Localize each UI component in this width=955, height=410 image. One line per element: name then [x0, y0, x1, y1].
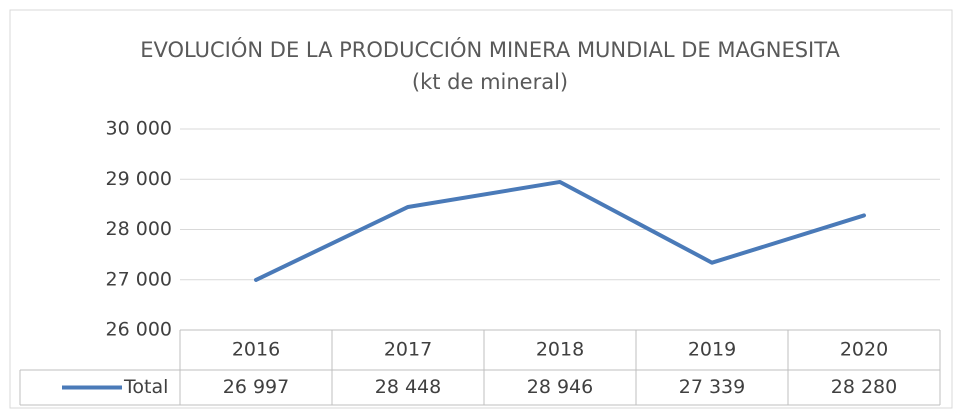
line-series	[254, 179, 866, 282]
chart-title: EVOLUCIÓN DE LA PRODUCCIÓN MINERA MUNDIA…	[140, 38, 840, 94]
legend-label: Total	[123, 376, 168, 398]
table-value: 27 339	[679, 376, 745, 398]
y-tick-label: 27 000	[106, 268, 172, 290]
table-value: 28 280	[831, 376, 897, 398]
x-tick-label: 2017	[384, 339, 432, 361]
table-value: 26 997	[223, 376, 289, 398]
x-tick-label: 2018	[536, 339, 584, 361]
table-value: 28 946	[527, 376, 593, 398]
table-value: 28 448	[375, 376, 441, 398]
y-tick-label: 28 000	[106, 218, 172, 240]
y-tick-label: 29 000	[106, 168, 172, 190]
y-tick-label: 26 000	[106, 319, 172, 341]
chart-border	[9, 9, 953, 409]
x-tick-label: 2019	[688, 339, 736, 361]
x-tick-label: 2020	[840, 339, 888, 361]
y-tick-label: 30 000	[106, 118, 172, 140]
x-tick-label: 2016	[232, 339, 280, 361]
